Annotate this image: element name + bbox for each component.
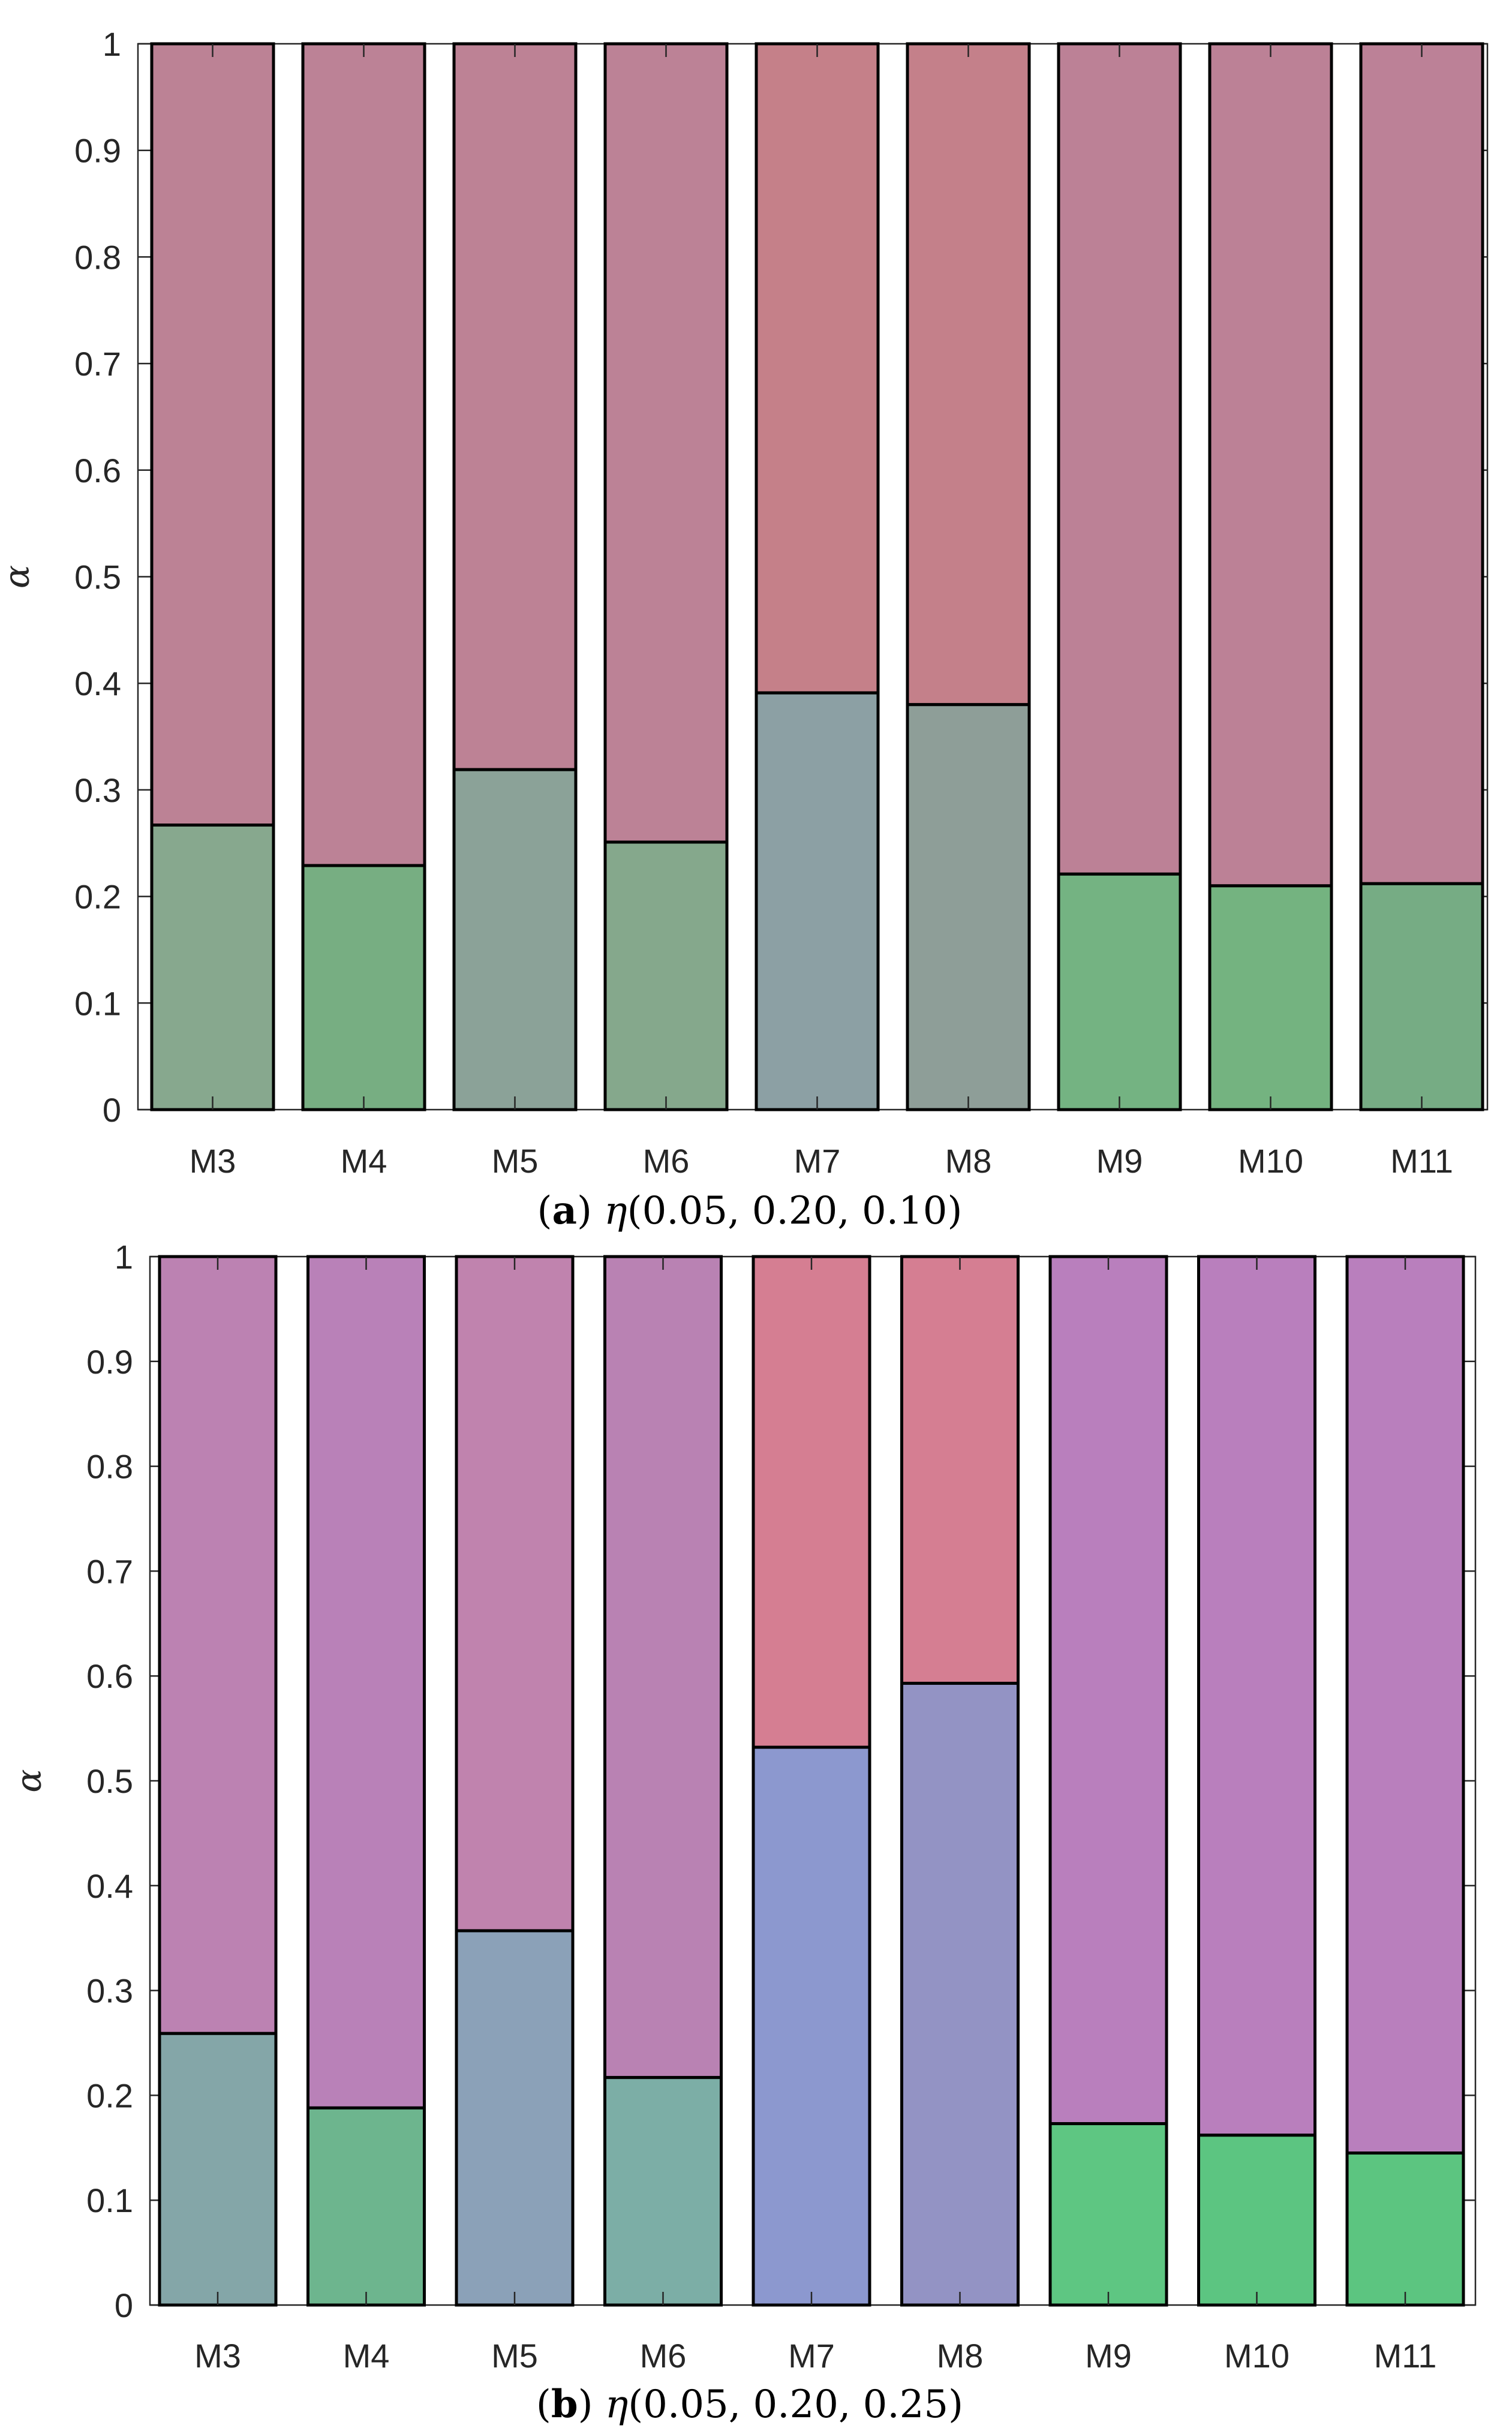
y-tick-label: 0.7 <box>86 1552 133 1590</box>
panel-caption: (a) η(0.05, 0.20, 0.10) <box>537 1188 963 1233</box>
bar-upper-m7 <box>752 1255 871 1749</box>
y-tick-label: 0 <box>103 1091 121 1129</box>
y-tick-label: 0.4 <box>74 665 121 702</box>
bar-lower-m6 <box>603 2076 723 2307</box>
bar-lower-m9 <box>1057 872 1182 1111</box>
x-tick-label: M3 <box>190 1142 236 1180</box>
bar-upper-m6 <box>603 1255 723 2080</box>
bar-upper-m8 <box>906 42 1031 707</box>
x-tick-label: M10 <box>1238 1142 1303 1180</box>
bar-upper-m6 <box>603 42 729 844</box>
bar-upper-m8 <box>900 1255 1020 1685</box>
x-tick-label: M5 <box>492 1142 539 1180</box>
caption-args: (0.05, 0.20, 0.25) <box>628 2382 963 2427</box>
bar-upper-m11 <box>1345 1255 1465 2155</box>
bar-lower-m8 <box>906 703 1031 1111</box>
x-tick-label: M8 <box>937 2337 984 2375</box>
y-axis-label: α <box>0 565 37 588</box>
bar-lower-m4 <box>301 864 426 1111</box>
bar-lower-m4 <box>306 2106 426 2307</box>
caption-symbol: η <box>605 2382 628 2427</box>
x-tick-label: M3 <box>194 2337 241 2375</box>
y-tick-label: 0.2 <box>74 878 121 916</box>
bar-lower-m3 <box>158 2032 278 2307</box>
y-tick-label: 0.5 <box>74 558 121 596</box>
y-tick-label: 0 <box>115 2286 133 2324</box>
bar-upper-m5 <box>455 1255 575 1933</box>
bar-lower-m10 <box>1208 884 1333 1111</box>
bar-upper-m10 <box>1208 42 1333 888</box>
caption-label: b <box>551 2382 578 2427</box>
y-tick-label: 0.3 <box>74 771 121 809</box>
y-tick-label: 0.9 <box>74 132 121 170</box>
x-tick-label: M4 <box>343 2337 390 2375</box>
panel-caption: (b) η(0.05, 0.20, 0.25) <box>536 2382 963 2427</box>
y-tick-label: 0.5 <box>86 1762 133 1800</box>
y-tick-label: 0.1 <box>86 2181 133 2219</box>
x-tick-label: M11 <box>1390 1142 1453 1180</box>
y-tick-label: 0.4 <box>86 1867 133 1905</box>
caption-label: a <box>552 1188 577 1233</box>
bar-upper-m4 <box>306 1255 426 2110</box>
bar-upper-m4 <box>301 42 426 867</box>
bar-lower-m6 <box>603 840 729 1111</box>
bar-upper-m5 <box>452 42 578 771</box>
x-tick-label: M7 <box>794 1142 841 1180</box>
y-tick-label: 0.8 <box>86 1448 133 1486</box>
bar-upper-m10 <box>1197 1255 1316 2137</box>
y-tick-label: 0.9 <box>86 1343 133 1381</box>
x-tick-label: M8 <box>945 1142 992 1180</box>
bar-upper-m3 <box>150 42 275 827</box>
x-tick-label: M6 <box>640 2337 687 2375</box>
bar-lower-m7 <box>752 1745 871 2307</box>
y-tick-label: 0.8 <box>74 238 121 276</box>
y-tick-label: 0.7 <box>74 345 121 383</box>
bar-upper-m11 <box>1359 42 1484 885</box>
bar-lower-m3 <box>150 824 275 1111</box>
bar-lower-m10 <box>1197 2133 1316 2307</box>
caption-args: (0.05, 0.20, 0.10) <box>627 1189 963 1233</box>
y-tick-label: 1 <box>103 25 121 63</box>
x-tick-label: M4 <box>341 1142 387 1180</box>
bar-upper-m9 <box>1057 42 1182 876</box>
bar-lower-m9 <box>1048 2122 1168 2307</box>
bar-upper-m9 <box>1048 1255 1168 2126</box>
bar-upper-m3 <box>158 1255 278 2035</box>
bar-upper-m7 <box>755 42 880 695</box>
bar-lower-m11 <box>1345 2151 1465 2307</box>
panel-a: 0 0.1 0.2 0.3 0.4 0.5 0.6 0.7 0.8 0.9 1 M3 M4 M5 M6 M7 M… <box>0 25 1489 1233</box>
bar-lower-m5 <box>452 768 578 1111</box>
y-tick-label: 0.2 <box>86 2077 133 2114</box>
x-tick-label: M7 <box>788 2337 835 2375</box>
y-axis-label: α <box>8 1769 49 1792</box>
y-tick-label: 0.1 <box>74 984 121 1022</box>
y-tick-label: 1 <box>115 1238 133 1276</box>
x-tick-label: M9 <box>1085 2337 1132 2375</box>
bar-lower-m8 <box>900 1681 1020 2307</box>
bar-lower-m7 <box>755 691 880 1111</box>
x-tick-label: M11 <box>1374 2337 1437 2375</box>
caption-symbol: η <box>604 1189 627 1233</box>
x-tick-label: M5 <box>491 2337 538 2375</box>
y-tick-label: 0.6 <box>74 452 121 489</box>
bar-lower-m5 <box>455 1929 575 2307</box>
bar-lower-m11 <box>1359 882 1484 1111</box>
y-tick-label: 0.3 <box>86 1972 133 2010</box>
x-tick-label: M9 <box>1096 1142 1143 1180</box>
panel-b: 0 0.1 0.2 0.3 0.4 0.5 0.6 0.7 0.8 0.9 1 M3 M4 M5 M6 M7 M… <box>8 1238 1477 2427</box>
x-tick-label: M10 <box>1224 2337 1289 2375</box>
y-tick-label: 0.6 <box>86 1657 133 1695</box>
x-tick-label: M6 <box>643 1142 690 1180</box>
